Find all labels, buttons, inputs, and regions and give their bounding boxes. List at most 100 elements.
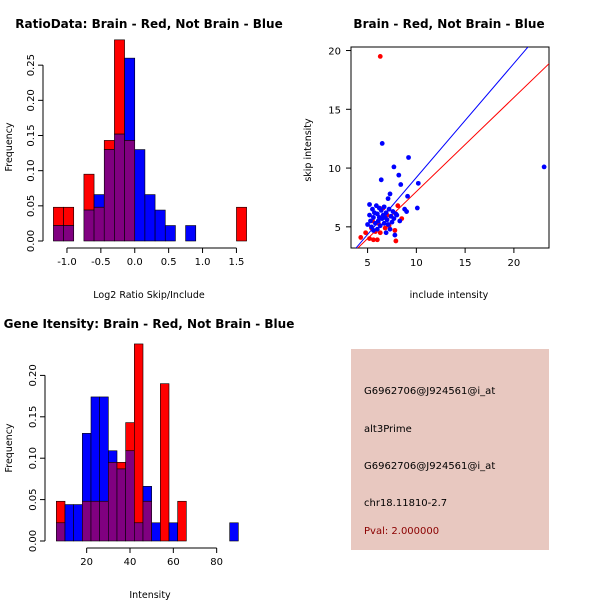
gene-not-brain-bar-2 bbox=[73, 504, 83, 542]
ratio-overlap-bar-4 bbox=[93, 206, 105, 242]
ratio-y-tick-label: 0.10 bbox=[26, 160, 37, 182]
not-brain-point bbox=[415, 180, 421, 186]
gene-overlap-bar-7 bbox=[116, 468, 126, 542]
intensity-scatter: Brain - Red, Not Brain - Blue 5 10 15 20 5 10… bbox=[303, 17, 550, 301]
not-brain-point bbox=[377, 223, 383, 229]
ratio-brain-bar-3 bbox=[83, 173, 95, 211]
ratio-histogram: RatioData: Brain - Red, Not Brain - Blue… bbox=[4, 17, 283, 301]
ratio-brain-bar-5 bbox=[103, 140, 115, 150]
ratio-x-tick-label: -1.0 bbox=[57, 257, 77, 268]
ratio-histogram-bars bbox=[53, 39, 247, 242]
gene-intensity-axes: 20 40 60 80 0.00 0.05 0.10 0.15 0.20 bbox=[28, 364, 223, 568]
ratio-brain-bar-18 bbox=[236, 206, 247, 242]
gene-overlap-bar-3 bbox=[82, 500, 92, 542]
ratio-histogram-title: RatioData: Brain - Red, Not Brain - Blue bbox=[15, 17, 282, 31]
gene-brain-bar-9 bbox=[134, 343, 144, 524]
ratio-overlap-bar-3 bbox=[83, 209, 95, 242]
gene-y-tick-label: 0.20 bbox=[28, 364, 39, 386]
not-brain-point bbox=[404, 209, 409, 214]
ratio-x-tick-label: 0.0 bbox=[127, 257, 143, 268]
ratio-overlap-bar-0 bbox=[53, 225, 64, 242]
scatter-points bbox=[358, 54, 547, 244]
scatter-plot-frame bbox=[350, 46, 550, 249]
gene-overlap-bar-0 bbox=[56, 522, 66, 542]
gene-y-tick-label: 0.15 bbox=[28, 406, 39, 428]
ratio-histogram-ylabel: Frequency bbox=[4, 122, 15, 171]
not-brain-point bbox=[382, 215, 388, 220]
gene-intensity-histogram: Gene Itensity: Brain - Red, Not Brain - … bbox=[4, 317, 295, 600]
gene-overlap-bar-5 bbox=[99, 500, 109, 542]
brain-point bbox=[392, 227, 398, 233]
ratio-y-tick-label: 0.05 bbox=[26, 195, 37, 217]
not-brain-point bbox=[374, 226, 380, 232]
probe-info-panel: G6962706@J924561@i_at alt3Prime G6962706… bbox=[351, 349, 549, 550]
gene-y-tick-label: 0.10 bbox=[28, 447, 39, 469]
scatter-title: Brain - Red, Not Brain - Blue bbox=[353, 17, 544, 31]
ratio-y-tick-label: 0.00 bbox=[26, 230, 37, 252]
gene-y-tick-label: 0.05 bbox=[28, 488, 39, 510]
brain-point bbox=[395, 203, 401, 209]
scatter-y-tick-label: 5 bbox=[335, 223, 341, 234]
ratio-overlap-bar-6 bbox=[114, 133, 125, 242]
gene-brain-bar-8 bbox=[125, 422, 135, 452]
ratio-not-brain-bar-10 bbox=[154, 209, 166, 242]
gene-intensity-bars bbox=[56, 343, 239, 542]
not-brain-point bbox=[383, 210, 389, 216]
ratio-x-tick-label: -0.5 bbox=[91, 257, 111, 268]
not-brain-point bbox=[405, 193, 410, 199]
ratio-histogram-xlabel: Log2 Ratio Skip/Include bbox=[93, 290, 205, 301]
ratio-y-tick-label: 0.15 bbox=[26, 124, 37, 146]
not-brain-point bbox=[397, 218, 403, 224]
brain-point bbox=[374, 237, 380, 243]
gene-x-tick-label: 20 bbox=[80, 557, 93, 568]
ratio-x-tick-label: 1.5 bbox=[228, 257, 244, 268]
gene-overlap-bar-9 bbox=[134, 522, 144, 542]
ratio-brain-bar-1 bbox=[63, 206, 75, 226]
ratio-not-brain-bar-9 bbox=[144, 194, 156, 242]
gene-intensity-title: Gene Itensity: Brain - Red, Not Brain - … bbox=[4, 317, 295, 331]
ratio-not-brain-bar-4 bbox=[93, 194, 105, 208]
not-brain-point bbox=[370, 206, 375, 212]
not-brain-point bbox=[376, 205, 382, 211]
ratio-overlap-bar-1 bbox=[63, 225, 75, 242]
gene-overlap-bar-4 bbox=[90, 500, 100, 542]
gene-intensity-xlabel: Intensity bbox=[129, 590, 171, 600]
gene-x-tick-label: 40 bbox=[124, 557, 137, 568]
not-brain-point bbox=[391, 216, 397, 222]
not-brain-point bbox=[414, 205, 420, 211]
not-brain-point bbox=[391, 164, 397, 170]
brain-point bbox=[393, 238, 399, 244]
brain-point bbox=[377, 54, 383, 59]
not-brain-point bbox=[371, 227, 376, 233]
gene-not-brain-bar-20 bbox=[229, 522, 239, 542]
ratio-not-brain-bar-13 bbox=[185, 225, 197, 242]
brain-point bbox=[367, 236, 372, 241]
not-brain-point bbox=[378, 177, 384, 183]
not-brain-point bbox=[396, 172, 402, 178]
not-brain-point bbox=[367, 202, 372, 207]
probe-id-label: G6962706@J924561@i_at bbox=[364, 386, 496, 397]
not-brain-point bbox=[406, 155, 411, 160]
ratio-not-brain-bar-8 bbox=[134, 149, 146, 242]
gene-not-brain-bar-13 bbox=[168, 522, 178, 542]
gene-intensity-ylabel: Frequency bbox=[4, 423, 15, 472]
ratio-brain-bar-0 bbox=[53, 206, 64, 226]
not-brain-point bbox=[381, 204, 387, 210]
brain-point bbox=[377, 230, 383, 236]
scatter-ylabel: skip intensity bbox=[303, 118, 314, 182]
gene-not-brain-bar-4 bbox=[90, 396, 100, 502]
not-brain-point bbox=[368, 218, 373, 224]
not-brain-point bbox=[383, 230, 389, 236]
not-brain-point bbox=[367, 212, 372, 218]
brain-point bbox=[371, 237, 376, 243]
gene-overlap-bar-6 bbox=[108, 462, 118, 542]
not-brain-point bbox=[387, 226, 393, 232]
not-brain-point bbox=[392, 232, 398, 238]
not-brain-point bbox=[369, 224, 374, 230]
not-brain-point bbox=[394, 212, 400, 218]
pval-label: Pval: 2.000000 bbox=[364, 526, 440, 537]
scatter-y-tick-label: 20 bbox=[328, 47, 341, 58]
not-brain-point bbox=[389, 219, 395, 225]
not-brain-point bbox=[374, 211, 380, 217]
